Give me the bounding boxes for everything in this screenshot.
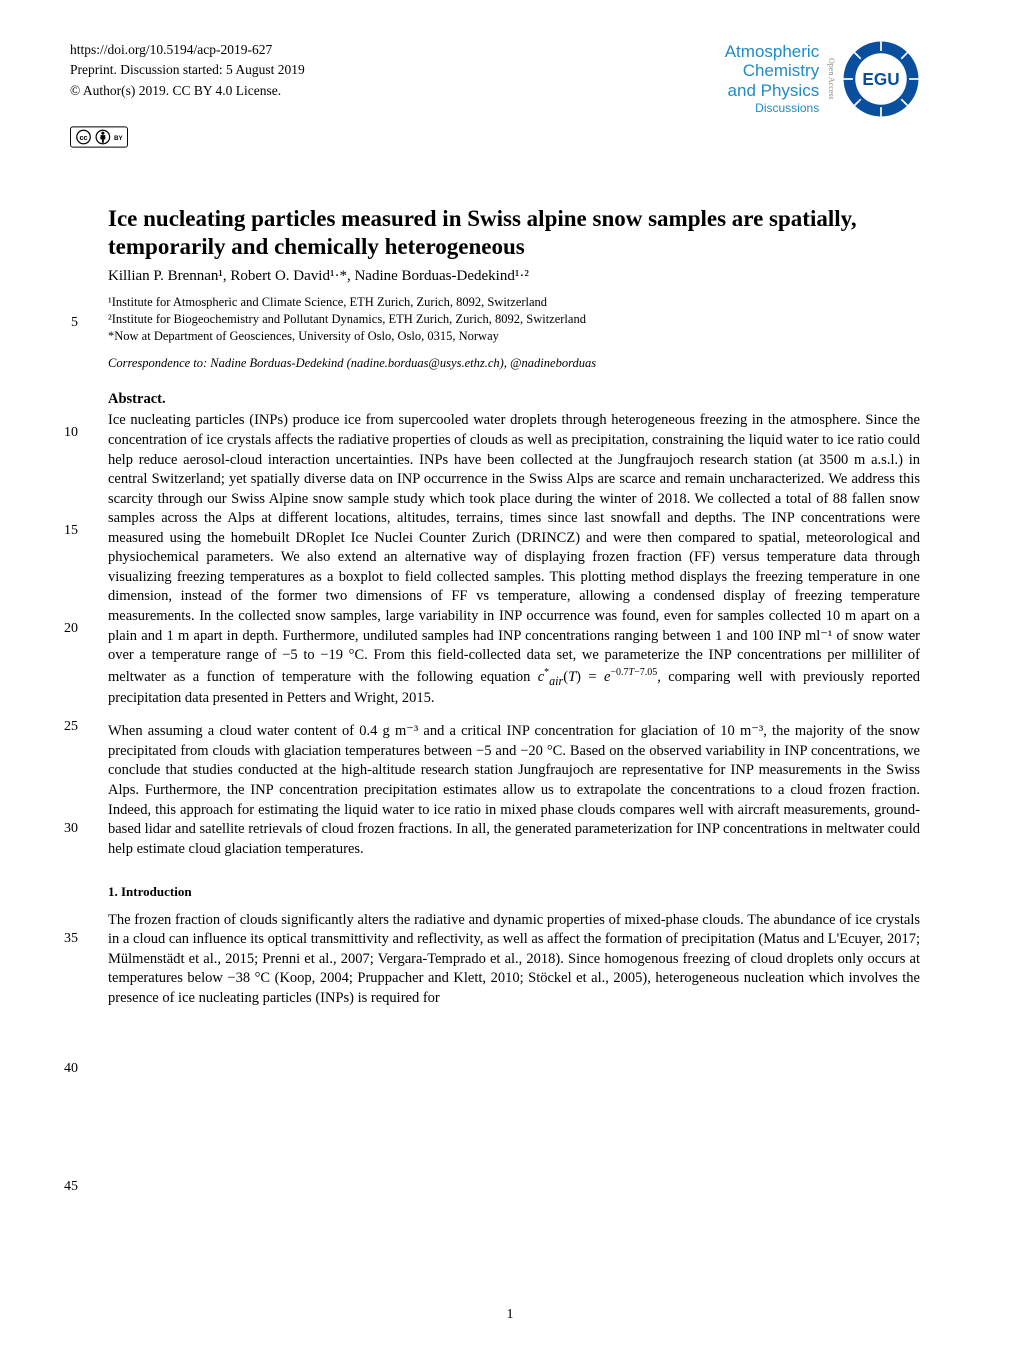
abstract-text-1: Ice nucleating particles (INPs) produce …	[108, 412, 920, 684]
line-number: 15	[50, 522, 78, 541]
line-number: 20	[50, 620, 78, 639]
correspondence-line: Correspondence to: Nadine Borduas-Dedeki…	[108, 355, 920, 372]
affiliation-1: ¹Institute for Atmospheric and Climate S…	[108, 294, 920, 311]
egu-logo-icon: EGU	[842, 40, 920, 118]
page-header: https://doi.org/10.5194/acp-2019-627 Pre…	[70, 40, 920, 118]
line-number: 5	[50, 314, 78, 333]
introduction-paragraph-1: The frozen fraction of clouds significan…	[108, 911, 920, 1009]
journal-line-3: and Physics	[725, 81, 819, 101]
line-number: 30	[50, 820, 78, 839]
journal-title-block: Atmospheric Chemistry and Physics Discus…	[725, 42, 819, 116]
equation: c*air(T) = e−0.7T−7.05	[538, 669, 658, 685]
line-number: 10	[50, 424, 78, 443]
svg-text:BY: BY	[114, 135, 124, 142]
page-number: 1	[0, 1306, 1020, 1325]
abstract-paragraph-1: Ice nucleating particles (INPs) produce …	[108, 411, 920, 708]
line-number: 35	[50, 930, 78, 949]
journal-discussions: Discussions	[725, 102, 819, 116]
journal-line-2: Chemistry	[725, 61, 819, 81]
preprint-date: Preprint. Discussion started: 5 August 2…	[70, 60, 305, 80]
abstract-paragraph-2: When assuming a cloud water content of 0…	[108, 722, 920, 859]
author-list: Killian P. Brennan¹, Robert O. David¹·*,…	[108, 266, 920, 286]
journal-line-1: Atmospheric	[725, 42, 819, 62]
header-left: https://doi.org/10.5194/acp-2019-627 Pre…	[70, 40, 305, 101]
introduction-heading: 1. Introduction	[108, 883, 920, 901]
svg-text:cc: cc	[79, 133, 87, 142]
cc-by-icon: cc BY	[70, 126, 128, 148]
header-right: Atmospheric Chemistry and Physics Discus…	[725, 40, 920, 118]
line-number: 40	[50, 1060, 78, 1079]
license-line: © Author(s) 2019. CC BY 4.0 License.	[70, 81, 305, 101]
svg-text:EGU: EGU	[862, 69, 899, 89]
cc-by-badge: cc BY	[70, 126, 920, 155]
affiliations-block: ¹Institute for Atmospheric and Climate S…	[108, 294, 920, 345]
line-number: 25	[50, 718, 78, 737]
affiliation-note: *Now at Department of Geosciences, Unive…	[108, 328, 920, 345]
line-number: 45	[50, 1178, 78, 1197]
abstract-heading: Abstract.	[108, 390, 920, 410]
doi-link[interactable]: https://doi.org/10.5194/acp-2019-627	[70, 40, 305, 60]
paper-title: Ice nucleating particles measured in Swi…	[108, 205, 920, 263]
affiliation-2: ²Institute for Biogeochemistry and Pollu…	[108, 311, 920, 328]
open-access-label: Open Access	[825, 58, 836, 100]
